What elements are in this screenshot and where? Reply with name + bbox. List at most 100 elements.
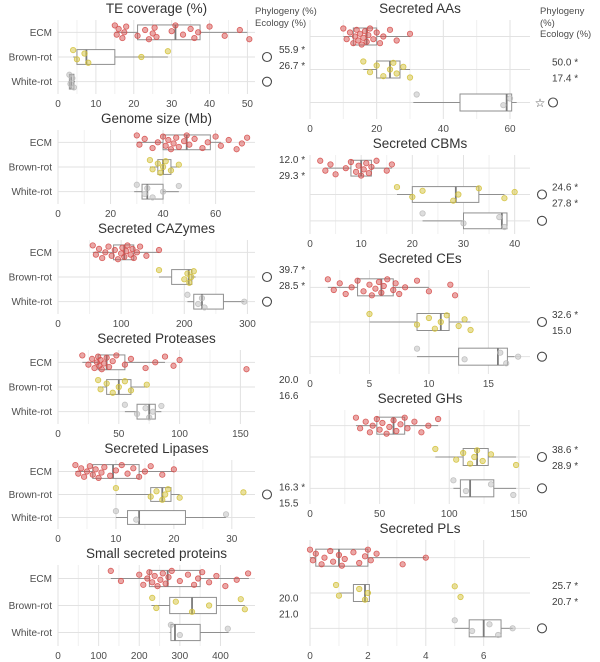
data-point [157,576,164,583]
data-point [367,557,374,564]
data-point [373,62,380,69]
ecology-value: 26.7 * [279,61,305,72]
panel-title: TE coverage (%) [106,1,207,16]
data-point [98,469,105,476]
data-point [146,414,153,421]
data-point [175,182,182,190]
data-point [461,316,468,323]
data-point [237,596,244,603]
data-point [368,163,375,171]
data-point [154,139,161,146]
data-point [378,289,385,296]
data-point [159,471,166,478]
data-point [422,554,429,561]
data-point [366,25,374,32]
data-point [165,136,172,144]
data-point [451,292,459,299]
data-point [335,551,343,559]
ecology-value: 21.0 [279,610,299,621]
data-point [141,190,148,198]
data-point [141,135,148,142]
data-point [112,508,120,515]
data-point [233,146,240,153]
data-point [184,270,191,277]
data-point [343,36,350,43]
data-point [365,32,372,39]
x-tick-label: 100 [171,429,188,440]
data-point [133,410,141,418]
x-tick-label: 400 [212,651,229,662]
phylogeny-value: 24.6 * [552,183,578,194]
data-point [108,252,115,259]
data-point [162,580,169,587]
x-tick-label: 50 [374,509,386,520]
data-point [388,161,395,168]
data-point [170,140,177,147]
outlier-circle-icon [536,215,548,226]
data-point [119,244,126,251]
x-tick-label: 20 [128,99,140,110]
data-point [81,50,88,57]
data-point [78,465,85,472]
column-header-right: Phylogeny (%) Ecology (%) [540,6,600,41]
data-point [133,181,140,188]
phylogeny-value: 50.0 * [552,58,578,69]
data-point [206,23,213,30]
data-point [80,473,88,480]
data-point [365,169,372,177]
data-point [462,487,470,495]
data-point [393,427,400,435]
data-point [112,467,120,474]
data-point [473,447,481,454]
data-point [383,167,390,174]
data-point [168,567,175,574]
data-point [419,187,426,194]
data-point [140,581,147,588]
x-tick-label: 0 [55,209,61,220]
outlier-circle-icon [261,76,273,87]
data-point [393,70,400,77]
data-point [348,284,355,291]
panel-title: Secreted Lipases [104,441,209,456]
phylogeny-value: 16.3 * [279,483,305,494]
data-point [236,26,243,34]
data-point [70,84,78,91]
data-point [368,292,375,299]
data-point [376,426,383,433]
data-point [176,631,183,639]
data-point [133,249,141,256]
data-point [109,389,116,396]
ecology-value: 20.7 * [552,597,578,608]
data-point [350,40,357,47]
data-point [357,425,364,432]
data-point [147,493,154,500]
data-point [376,40,384,47]
data-point [206,602,213,609]
category-label: ECM [30,248,52,259]
panel-title: Small secreted proteins [86,546,227,561]
data-point [112,484,120,492]
data-point [86,463,93,470]
data-point [172,598,179,605]
data-point [184,571,192,578]
data-point [130,254,137,262]
data-point [146,156,154,164]
data-point [380,33,387,40]
x-tick-label: 200 [176,319,193,330]
data-point [451,583,458,590]
data-point [312,550,319,557]
phylogeny-value: 25.7 * [552,581,578,592]
data-point [341,555,348,563]
phylogeny-value: 20.0 [279,375,299,386]
category-label: ECM [30,574,52,585]
data-point [123,248,130,255]
x-tick-label: 15 [483,379,495,390]
data-point [151,572,158,580]
data-point [115,25,122,32]
data-point [390,59,397,66]
data-point [89,471,96,478]
x-tick-label: 40 [204,99,216,110]
data-point [413,277,421,284]
